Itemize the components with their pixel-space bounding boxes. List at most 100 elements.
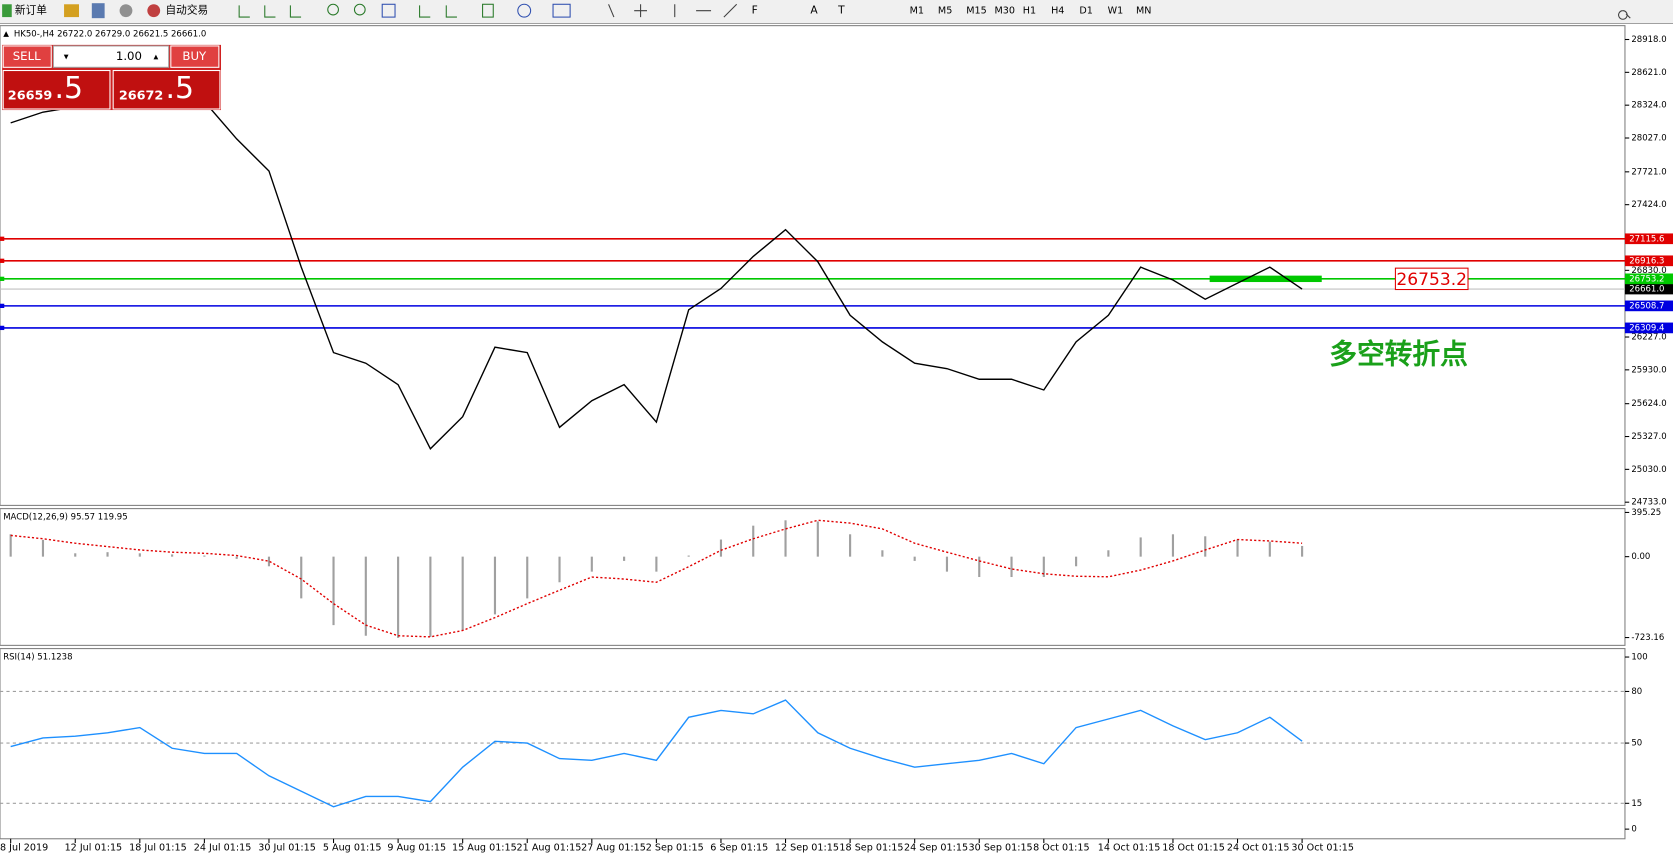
x-tick-label: 24 Sep 01:15 xyxy=(904,842,968,853)
tool-icons xyxy=(238,3,738,18)
x-tick-label: 24 Jul 01:15 xyxy=(194,842,252,853)
y-tick-label: -723.16 xyxy=(1631,633,1664,643)
timeframe[interactable]: MN xyxy=(1136,6,1151,17)
x-tick-label: 14 Oct 01:15 xyxy=(1098,842,1161,853)
lot-down[interactable]: ▾ xyxy=(64,52,69,63)
level-tag xyxy=(1624,255,1673,267)
level-marker xyxy=(0,258,5,263)
y-tick-label: 26227.0 xyxy=(1631,333,1666,343)
y-tick-label: 0 xyxy=(1631,825,1636,835)
level-tag xyxy=(1624,300,1673,312)
x-tick-label: 6 Sep 01:15 xyxy=(710,842,768,853)
macd-panel xyxy=(0,508,1626,646)
x-tick-label: 27 Aug 01:15 xyxy=(581,842,646,853)
level-tag xyxy=(1624,273,1673,285)
lot-value[interactable]: 1.00 xyxy=(116,49,142,63)
x-tick-label: 9 Aug 01:15 xyxy=(387,842,446,853)
level-marker xyxy=(0,236,5,241)
icon[interactable] xyxy=(64,4,80,18)
level-callout: 26753.2 xyxy=(1396,270,1467,290)
toolbar xyxy=(0,0,1673,24)
y-tick-label: 0.00 xyxy=(1631,552,1650,562)
timeframe[interactable]: W1 xyxy=(1108,6,1124,17)
new-order-icon[interactable] xyxy=(2,4,12,18)
panel-label: MACD(12,26,9) 95.57 119.95 xyxy=(3,513,127,523)
sell-price[interactable]: 26659 xyxy=(8,89,53,104)
y-tick-label: 27424.0 xyxy=(1631,200,1666,210)
x-tick-label: 5 Aug 01:15 xyxy=(323,842,382,853)
buy-label[interactable]: BUY xyxy=(182,49,207,63)
buy-button[interactable] xyxy=(170,45,220,68)
sell-button[interactable] xyxy=(2,45,52,68)
sell-label[interactable]: SELL xyxy=(13,49,41,63)
trade-panel: SELL ▾ ▴ 1.00 BUY 26659 .5 26672 .5 xyxy=(2,44,222,111)
y-tick-label: 50 xyxy=(1631,739,1642,749)
y-tick-label: 28621.0 xyxy=(1631,68,1666,78)
panel-label: RSI(14) 51.1238 xyxy=(3,653,72,663)
level-marker xyxy=(0,303,5,309)
level-marker xyxy=(0,276,5,281)
y-tick-label: 28027.0 xyxy=(1631,134,1666,144)
auto-trading-icon[interactable] xyxy=(147,4,161,18)
auto-trading[interactable]: 自动交易 xyxy=(165,4,208,17)
tool-icon[interactable]: T xyxy=(837,4,845,17)
lot-up[interactable]: ▴ xyxy=(153,52,158,63)
panel-label: HK50-,H4 26722.0 26729.0 26621.5 26661.0 xyxy=(14,30,206,40)
level-tag xyxy=(1624,233,1673,245)
level-label: 26309.4 xyxy=(1629,323,1664,333)
timeframe[interactable]: M30 xyxy=(995,6,1016,17)
buy-price-box[interactable] xyxy=(112,69,221,110)
data-line xyxy=(10,95,1303,450)
timeframe[interactable]: M1 xyxy=(910,6,924,17)
search-icon[interactable] xyxy=(1618,10,1631,20)
x-tick-label: 18 Sep 01:15 xyxy=(839,842,903,853)
annotation: 多空转折点 xyxy=(1329,337,1468,370)
signal-line xyxy=(10,519,1303,638)
timeframe[interactable]: M5 xyxy=(938,6,952,17)
rsi-panel xyxy=(0,648,1626,840)
x-tick-label: 30 Sep 01:15 xyxy=(969,842,1033,853)
icon[interactable] xyxy=(119,4,133,18)
y-tick-label: 25930.0 xyxy=(1631,365,1666,375)
y-tick-label: 26830.0 xyxy=(1631,266,1666,276)
y-tick-label: 28324.0 xyxy=(1631,101,1666,111)
x-tick-label: 12 Jul 01:15 xyxy=(65,842,123,853)
y-tick-label: 25624.0 xyxy=(1631,399,1666,409)
icon[interactable] xyxy=(91,3,105,19)
x-tick-label: 8 Oct 01:15 xyxy=(1033,842,1090,853)
y-tick-label: 25327.0 xyxy=(1631,432,1666,442)
sell-pips[interactable]: .5 xyxy=(54,71,83,106)
buy-price[interactable]: 26672 xyxy=(119,89,164,104)
lot-input[interactable] xyxy=(52,45,170,68)
timeframes: M1 M5 M15 M30 H1 H4 D1 W1 MN xyxy=(910,6,1152,17)
new-order[interactable]: 新订单 xyxy=(15,4,47,17)
x-tick-label: 2 Sep 01:15 xyxy=(646,842,704,853)
timeframe[interactable]: H1 xyxy=(1023,6,1036,17)
x-tick-label: 18 Oct 01:15 xyxy=(1162,842,1225,853)
sell-price-box[interactable] xyxy=(2,69,111,110)
level-label: 26753.2 xyxy=(1629,274,1664,284)
timeframe[interactable]: D1 xyxy=(1079,6,1093,17)
y-tick-label: 25030.0 xyxy=(1631,465,1666,475)
buy-pips[interactable]: .5 xyxy=(165,71,194,106)
level-tag xyxy=(1624,322,1673,334)
bid-label: 26661.0 xyxy=(1629,285,1664,295)
collapse-icon: ▲ xyxy=(3,29,9,38)
data-line xyxy=(10,699,1303,808)
price-panel xyxy=(0,25,1626,506)
tool-icon[interactable]: F xyxy=(752,4,758,17)
timeframe[interactable]: M15 xyxy=(966,6,987,17)
level-label: 26508.7 xyxy=(1629,301,1664,311)
level-marker xyxy=(0,325,5,331)
y-tick-label: 24733.0 xyxy=(1631,498,1666,508)
y-tick-label: 28918.0 xyxy=(1631,35,1666,45)
bid-tag xyxy=(1624,283,1673,295)
tool-icon[interactable]: A xyxy=(810,4,818,17)
level-label: 27115.6 xyxy=(1629,234,1664,244)
timeframe[interactable]: H4 xyxy=(1051,6,1064,17)
x-tick-label: 18 Jul 01:15 xyxy=(129,842,187,853)
x-tick-label: 21 Aug 01:15 xyxy=(517,842,582,853)
x-tick-label: 24 Oct 01:15 xyxy=(1227,842,1290,853)
